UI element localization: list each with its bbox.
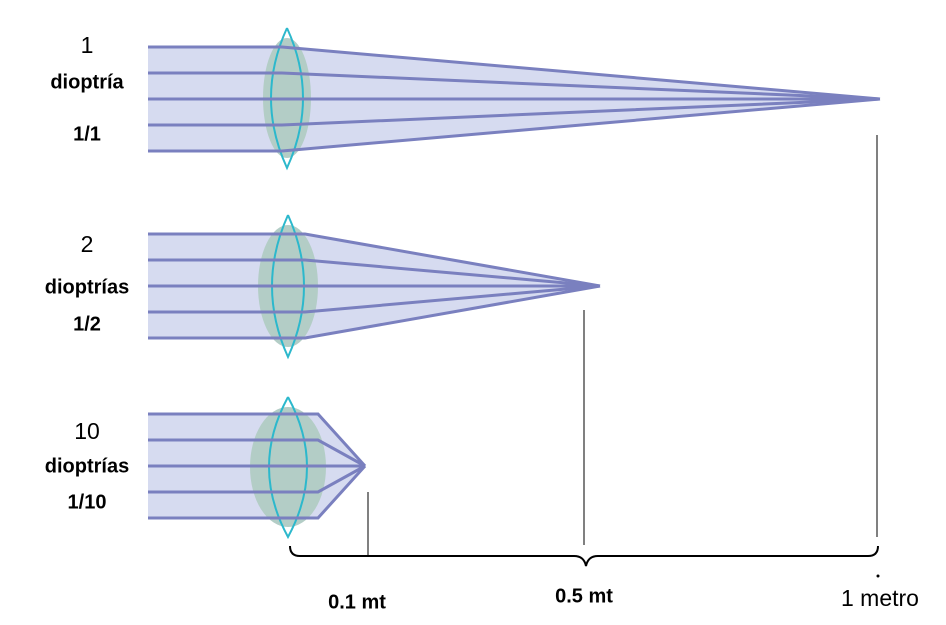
brace [289, 545, 879, 567]
lens-outline [270, 27, 304, 171]
light-ray [148, 45, 881, 101]
light-ray [148, 464, 366, 494]
power-number: 2 [81, 231, 94, 257]
light-ray [148, 71, 881, 101]
light-ray [148, 258, 601, 288]
distance-label: 1 metro [841, 585, 919, 611]
light-ray [148, 438, 366, 468]
distance-label: 0.5 mt [555, 585, 613, 607]
light-ray [148, 284, 601, 314]
light-ray [148, 97, 881, 153]
distance-label: 0.1 mt [328, 591, 386, 613]
focal-fraction: 1/10 [68, 491, 107, 513]
power-number: 10 [74, 418, 100, 444]
focal-fraction: 1/2 [73, 313, 101, 335]
light-ray [148, 232, 601, 288]
light-ray [148, 412, 367, 468]
dot [876, 574, 880, 578]
light-ray [148, 97, 881, 127]
light-ray [148, 464, 367, 520]
focal-fraction: 1/1 [73, 123, 101, 145]
power-unit: dioptría [50, 71, 124, 93]
power-unit: dioptrías [45, 276, 129, 298]
light-ray [148, 284, 601, 340]
power-unit: dioptrías [45, 455, 129, 477]
power-number: 1 [81, 32, 94, 58]
lenses [148, 27, 881, 540]
